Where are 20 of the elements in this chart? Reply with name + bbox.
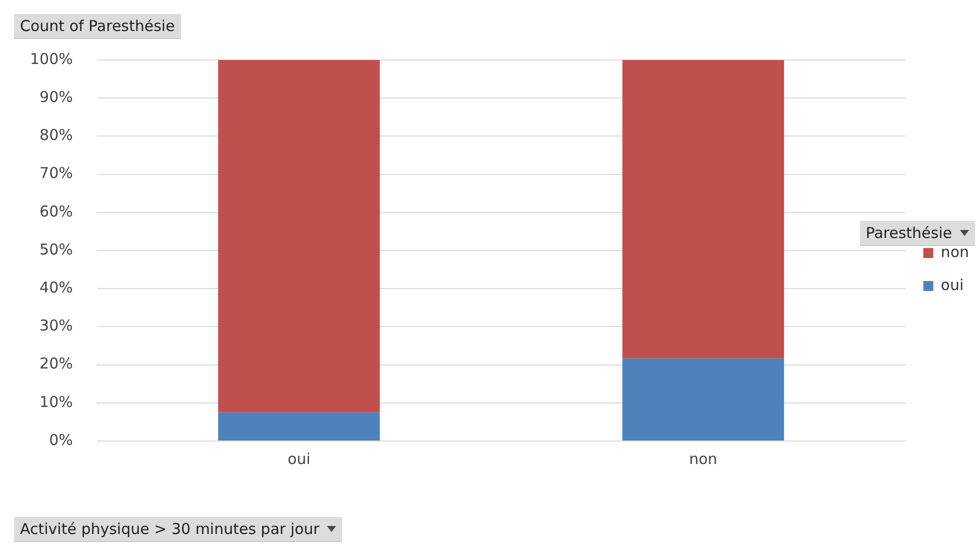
- y-tick-label: 40%: [40, 278, 73, 296]
- y-tick-label: 50%: [40, 240, 73, 258]
- y-tick-label: 100%: [30, 50, 73, 68]
- y-tick-label: 10%: [40, 392, 73, 411]
- y-tick-label: 0%: [49, 430, 73, 449]
- y-tick-label: 60%: [40, 202, 73, 220]
- y-tick-label: 30%: [40, 316, 73, 335]
- bar: [218, 412, 380, 440]
- legend-label: non: [940, 242, 970, 261]
- y-tick-label: 80%: [40, 126, 73, 144]
- x-axis-title: Activité physique > 30 minutes par jour: [14, 517, 342, 542]
- bar: [218, 60, 380, 412]
- legend-title: Paresthésie: [866, 224, 952, 242]
- y-tick-label: 70%: [40, 164, 73, 182]
- bar: [622, 358, 784, 440]
- y-tick-label: 90%: [40, 88, 73, 106]
- legend-label: oui: [940, 276, 964, 294]
- y-tick-label: 20%: [40, 354, 73, 373]
- chart-title: Count of Paresthésie: [14, 14, 181, 39]
- bar: [622, 60, 784, 358]
